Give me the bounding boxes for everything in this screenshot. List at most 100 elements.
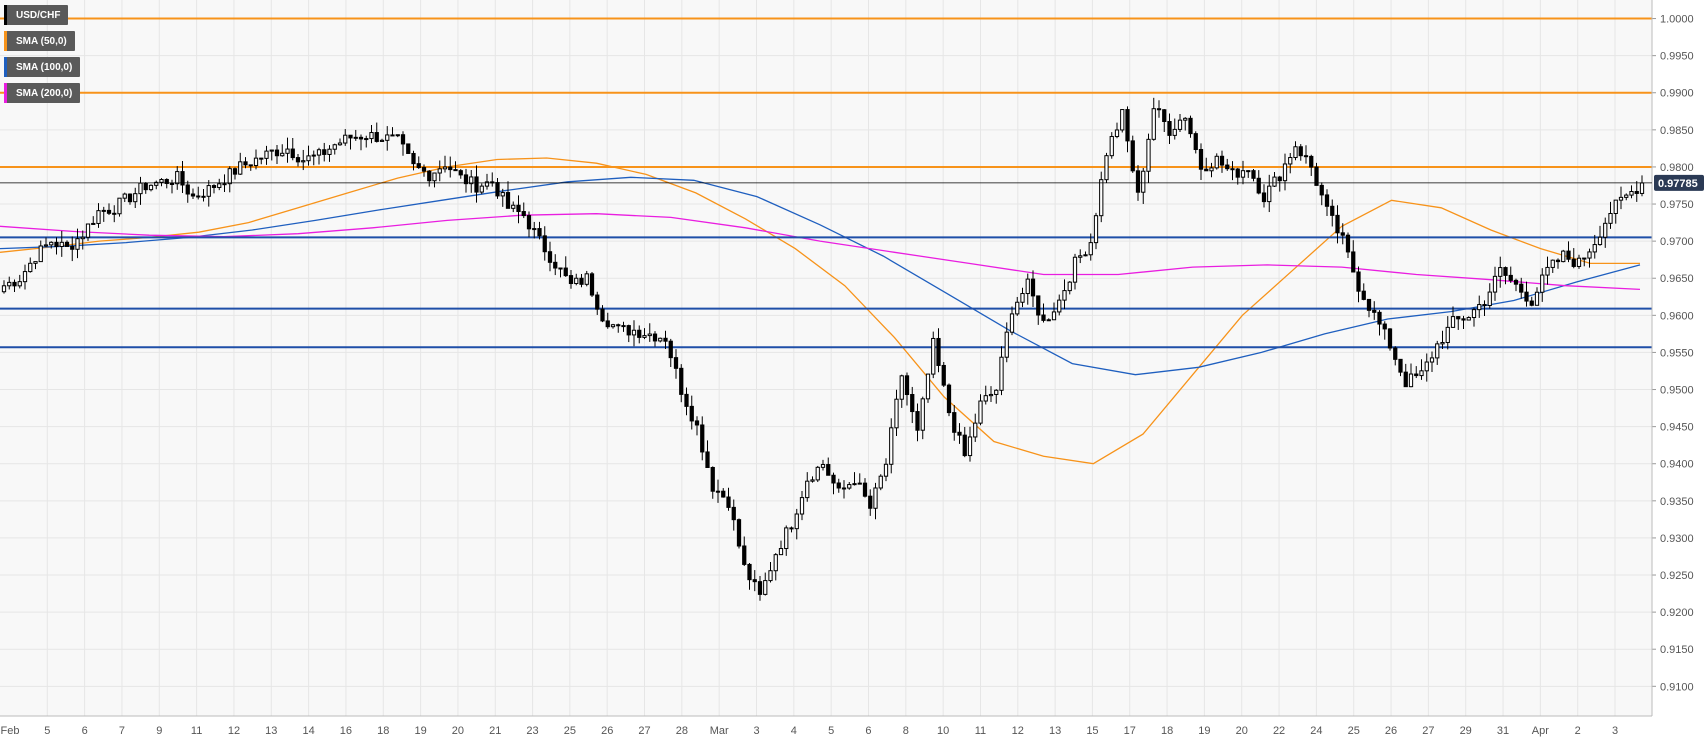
candle [715,479,721,503]
candle-body [794,513,799,530]
candle [1408,363,1414,388]
candle [1041,303,1046,323]
candle-body [112,212,117,215]
candle [1125,106,1130,153]
candle [1487,283,1492,309]
x-tick-label: 24 [1310,725,1322,737]
candle-body [810,479,815,482]
candle-body [1135,170,1141,193]
candle-body [1503,267,1508,276]
candle [96,203,101,228]
candle-body [1618,196,1624,201]
candle-body [1335,214,1340,234]
candle-body [1498,267,1503,277]
candle-body [458,170,463,176]
candle-body [1183,117,1188,121]
candle-body [364,138,369,141]
candle [1608,201,1613,229]
candle-body [101,209,106,212]
candle [70,236,75,262]
candle [390,127,395,137]
candle [1361,283,1366,301]
candle [1209,162,1214,178]
legend-item-sma50[interactable]: SMA (50,0) [4,31,75,51]
legend-label-sma100: SMA (100,0) [16,61,73,73]
sma-layer [0,157,1641,465]
candle [385,126,390,151]
candle-body [1303,155,1309,158]
candle [180,161,185,193]
x-tick-label: 13 [1049,725,1061,737]
candle-body [1067,281,1072,292]
candle [148,184,154,192]
candle [117,197,122,217]
candle [847,481,852,490]
candle [773,553,778,581]
candle [122,192,127,203]
candle [1162,109,1167,133]
candle-body [658,337,663,342]
candle [59,230,64,257]
candle [190,188,196,199]
candle [1167,113,1172,144]
candle-body [505,192,511,209]
candle-body [1534,291,1540,306]
candle-body [148,184,154,191]
legend-item-sma100[interactable]: SMA (100,0) [4,57,81,77]
candle [442,155,448,173]
candle [1114,122,1120,139]
candle-body [1004,331,1009,358]
candle-body [437,168,442,174]
candle [1219,150,1225,173]
candle-body [274,149,280,157]
candle-body [1351,251,1356,273]
candle [605,312,610,329]
candle [1141,167,1146,204]
x-tick-label: 18 [1161,725,1173,737]
candle-body [1461,318,1466,321]
candle-body [269,149,274,152]
candle [1366,298,1372,318]
candle [1597,225,1603,246]
candle-body [474,176,479,193]
candle [631,320,637,347]
candle [1461,315,1466,329]
candle-body [584,273,589,285]
candle-body [28,262,33,273]
candle-body [1214,155,1219,169]
candle [553,254,558,276]
candle [1288,152,1293,174]
candle-body [1398,358,1403,373]
candle-body [999,356,1004,391]
candle [852,472,857,486]
candle [778,540,784,556]
candle [784,525,789,556]
candle-layer [1,97,1645,601]
candle [652,331,658,347]
legend-item-usdchf[interactable]: USD/CHF [4,5,69,25]
candle [227,166,232,193]
legend-item-sma200[interactable]: SMA (200,0) [4,83,81,103]
x-tick-label: 4 [791,725,797,737]
candle-body [857,482,862,485]
candle [164,178,169,189]
candle [1240,160,1246,185]
candle [547,241,553,272]
candle [106,203,112,216]
candle-body [1540,274,1545,293]
candle-body [1093,215,1099,244]
x-tick-label: 23 [526,725,538,737]
x-axis-background [0,716,1707,744]
candle [1440,330,1445,349]
candle-body [705,451,710,468]
candle-body [1020,293,1025,303]
candle [1456,316,1461,330]
candle [421,164,427,177]
candle [437,160,442,182]
candle-body [1267,185,1272,203]
candle [484,173,490,190]
candle [1534,287,1540,306]
candle-body [469,176,474,185]
candle [280,144,285,157]
candle-body [1345,234,1351,253]
